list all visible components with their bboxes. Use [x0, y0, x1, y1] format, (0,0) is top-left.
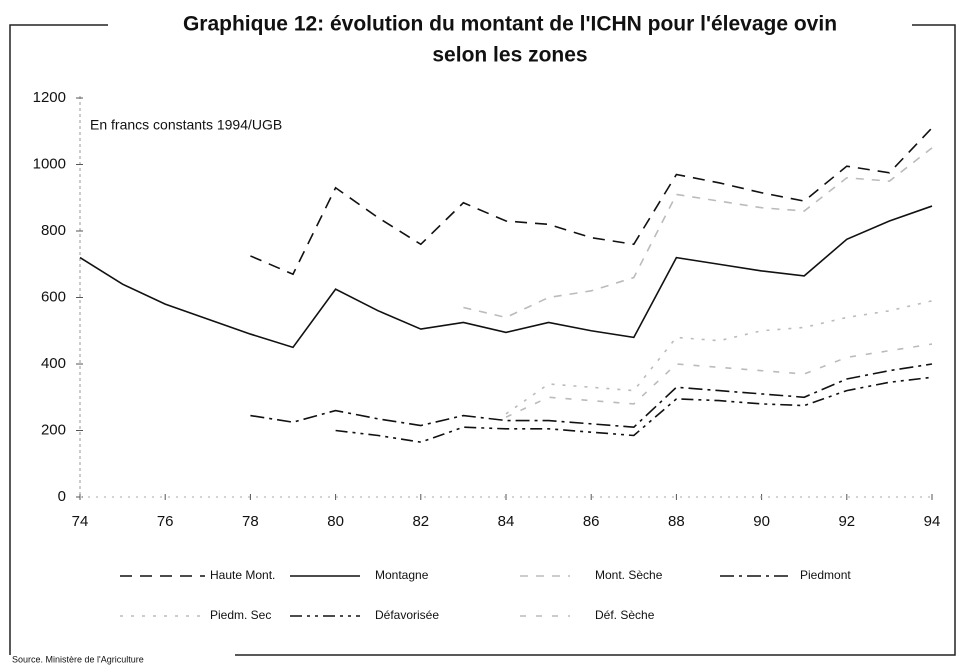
x-tick-label: 78 — [242, 513, 259, 530]
legend-label: Défavorisée — [375, 608, 439, 622]
y-tick-label: 1200 — [33, 89, 66, 106]
legend-label: Piedm. Sec — [210, 608, 271, 622]
x-tick-label: 80 — [327, 513, 344, 530]
series-line — [250, 127, 933, 276]
x-tick-label: 84 — [498, 513, 515, 530]
legend-label: Déf. Sèche — [595, 608, 655, 622]
frame — [9, 24, 956, 656]
x-tick-label: 88 — [668, 513, 685, 530]
series-line — [505, 343, 933, 418]
series-line — [505, 300, 933, 415]
x-tick-label: 92 — [838, 513, 855, 530]
x-tick-label: 76 — [157, 513, 174, 530]
x-tick-label: 86 — [583, 513, 600, 530]
chart-title: selon les zones — [432, 44, 587, 67]
legend-label: Haute Mont. — [210, 568, 275, 582]
series-line — [463, 147, 933, 319]
y-tick-label: 1000 — [33, 155, 66, 172]
series-line — [250, 363, 933, 429]
frame-right — [235, 24, 956, 656]
series-line — [79, 205, 933, 349]
x-tick-label: 90 — [753, 513, 770, 530]
source: Source. Ministère de l'Agriculture — [12, 654, 144, 664]
x-tick-label: 82 — [412, 513, 429, 530]
legend-label: Montagne — [375, 568, 429, 582]
y-tick-label: 200 — [41, 421, 66, 438]
legend-label: Mont. Sèche — [595, 568, 663, 582]
y-tick-label: 0 — [58, 488, 66, 505]
legend-label: Piedmont — [800, 568, 851, 582]
annotation: En francs constants 1994/UGB — [90, 117, 282, 133]
y-tick-label: 400 — [41, 355, 66, 372]
x-tick-label: 74 — [72, 513, 89, 530]
series-line — [335, 376, 933, 443]
chart-title: Graphique 12: évolution du montant de l'… — [183, 13, 837, 36]
frame-left — [9, 24, 108, 655]
y-tick-label: 600 — [41, 288, 66, 305]
x-tick-label: 94 — [924, 513, 941, 530]
y-tick-label: 800 — [41, 222, 66, 239]
